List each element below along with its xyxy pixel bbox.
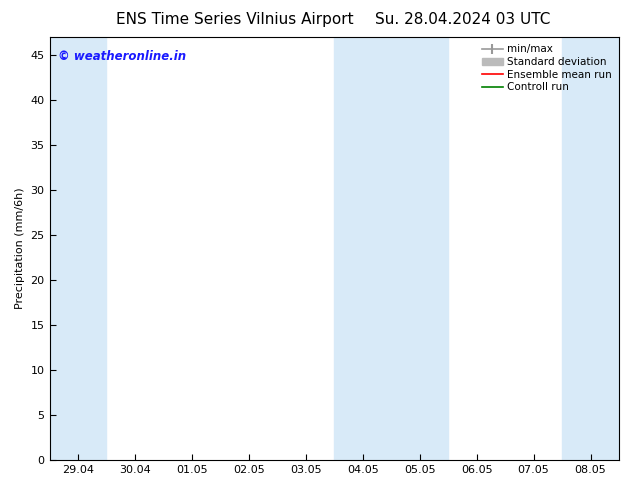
Text: ENS Time Series Vilnius Airport: ENS Time Series Vilnius Airport bbox=[116, 12, 353, 27]
Text: © weatheronline.in: © weatheronline.in bbox=[58, 50, 186, 63]
Bar bbox=[391, 37, 448, 460]
Y-axis label: Precipitation (mm/6h): Precipitation (mm/6h) bbox=[15, 188, 25, 309]
Bar bbox=[49, 37, 107, 460]
Text: Su. 28.04.2024 03 UTC: Su. 28.04.2024 03 UTC bbox=[375, 12, 550, 27]
Bar bbox=[334, 37, 391, 460]
Bar bbox=[562, 37, 619, 460]
Legend: min/max, Standard deviation, Ensemble mean run, Controll run: min/max, Standard deviation, Ensemble me… bbox=[480, 42, 614, 94]
